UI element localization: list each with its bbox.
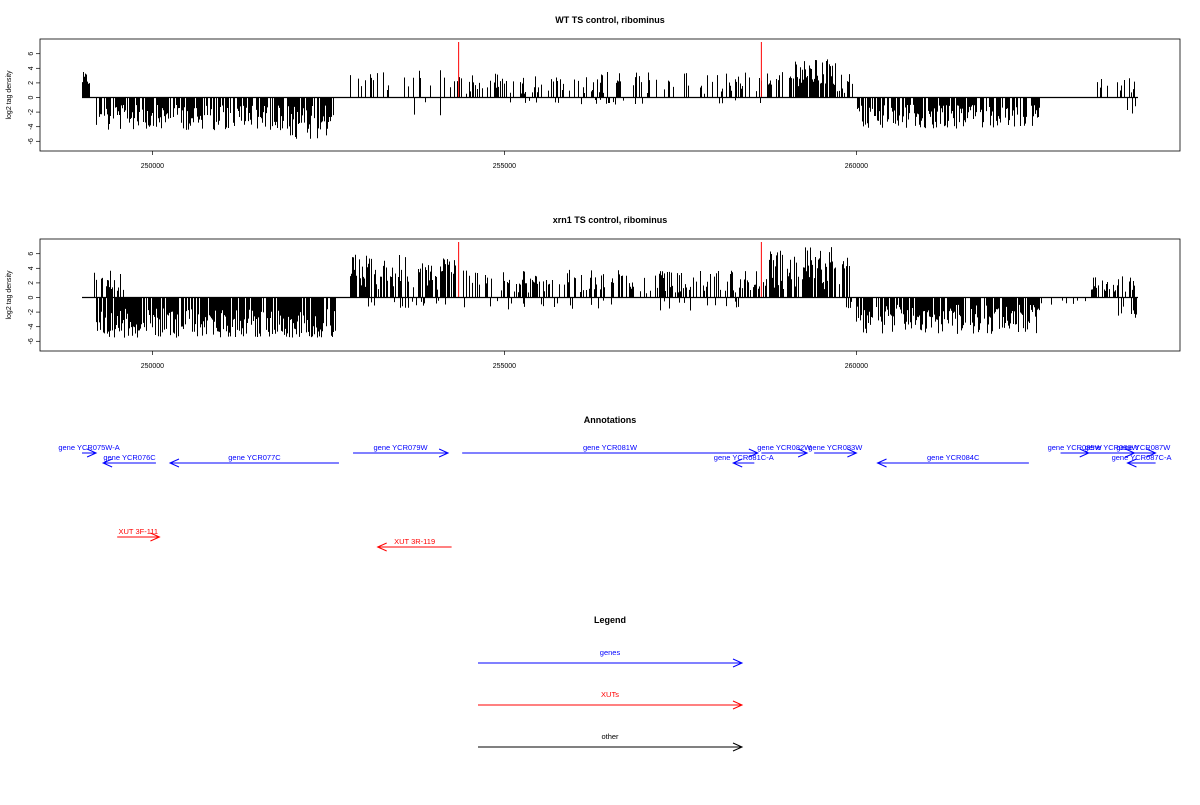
xrn1-track-panel: xrn1 TS control, ribominus log2 tag dens… <box>6 215 1181 370</box>
legend-label: genes <box>600 648 621 657</box>
wt-track-panel: WT TS control, ribominus log2 tag densit… <box>6 15 1181 170</box>
gene-arrow: gene YCR075W-A <box>58 443 120 458</box>
xut-features: XUT 3F-111 XUT 3R-119 <box>117 527 452 552</box>
xut-label: XUT 3F-111 <box>119 527 159 536</box>
xrn1-x-axis: 250000 255000 260000 <box>141 351 868 370</box>
wt-track-title: WT TS control, ribominus <box>555 15 665 25</box>
gene-label: gene YCR075W-A <box>58 443 119 452</box>
xrn1-marker-lines <box>458 242 762 298</box>
x-tick-label: 250000 <box>141 363 164 370</box>
gene-label: gene YCR083W <box>808 443 863 452</box>
annotations-title: Annotations <box>584 415 637 425</box>
y-tick-label: -6 <box>28 338 35 344</box>
xrn1-track-title: xrn1 TS control, ribominus <box>553 215 668 225</box>
gene-arrow: gene YCR083W <box>808 443 863 458</box>
wt-y-axis: -6 -4 -2 0 2 4 6 <box>28 52 40 144</box>
xut-arrow: XUT 3F-111 <box>117 527 161 542</box>
legend-item: XUTs <box>478 690 744 710</box>
legend-items: genes XUTs other <box>478 648 744 752</box>
y-tick-label: 2 <box>28 81 35 85</box>
gene-arrow: gene YCR087C-A <box>1112 453 1172 468</box>
wt-signal-bars <box>82 59 1136 139</box>
y-tick-label: 6 <box>28 252 35 256</box>
x-tick-label: 260000 <box>845 363 868 370</box>
y-tick-label: -2 <box>28 109 35 115</box>
wt-plot-frame <box>39 38 1181 152</box>
gene-arrow: gene YCR077C <box>168 453 339 468</box>
legend-label: other <box>601 732 619 741</box>
gene-label: gene YCR087W <box>1116 443 1171 452</box>
gene-arrow: gene YCR081C-A <box>714 453 774 468</box>
gene-arrow: gene YCR081W <box>462 443 760 458</box>
gene-label: gene YCR081C-A <box>714 453 774 462</box>
wt-marker-lines <box>458 42 762 98</box>
legend-label: XUTs <box>601 690 619 699</box>
gene-label: gene YCR087C-A <box>1112 453 1172 462</box>
gene-arrow: gene YCR079W <box>353 443 450 458</box>
x-tick-label: 250000 <box>141 163 164 170</box>
x-tick-label: 255000 <box>493 163 516 170</box>
gene-label: gene YCR081W <box>583 443 638 452</box>
gene-label: gene YCR085W <box>1048 443 1103 452</box>
gene-arrow: gene YCR084C <box>876 453 1029 468</box>
y-tick-label: -2 <box>28 309 35 315</box>
wt-x-axis: 250000 255000 260000 <box>141 151 868 170</box>
wt-track-ylabel: log2 tag density <box>6 70 13 120</box>
gene-arrow: gene YCR087W <box>1116 443 1171 458</box>
gene-label: gene YCR086W <box>1085 443 1140 452</box>
y-tick-label: 2 <box>28 281 35 285</box>
gene-arrow: gene YCR076C <box>101 453 156 468</box>
x-tick-label: 260000 <box>845 163 868 170</box>
gene-label: gene YCR079W <box>374 443 429 452</box>
x-tick-label: 255000 <box>493 363 516 370</box>
xrn1-y-axis: -6 -4 -2 0 2 4 6 <box>28 252 40 344</box>
y-tick-label: -4 <box>28 323 35 329</box>
legend: Legend genes XUTs other <box>478 615 744 752</box>
y-tick-label: 4 <box>28 266 35 270</box>
gene-arrow: gene YCR082W <box>757 443 812 458</box>
y-tick-label: 0 <box>28 295 35 299</box>
gene-label: gene YCR077C <box>228 453 281 462</box>
xrn1-track-ylabel: log2 tag density <box>6 270 13 320</box>
y-tick-label: -4 <box>28 123 35 129</box>
y-tick-label: 6 <box>28 52 35 56</box>
gene-label: gene YCR082W <box>757 443 812 452</box>
xrn1-signal-bars <box>94 247 1137 338</box>
y-tick-label: -6 <box>28 138 35 144</box>
legend-item: other <box>478 732 744 752</box>
y-tick-label: 0 <box>28 95 35 99</box>
xut-label: XUT 3R-119 <box>394 537 435 546</box>
y-tick-label: 4 <box>28 66 35 70</box>
xut-arrow: XUT 3R-119 <box>376 537 452 552</box>
gene-label: gene YCR076C <box>103 453 156 462</box>
legend-title: Legend <box>594 615 626 625</box>
gene-label: gene YCR084C <box>927 453 980 462</box>
legend-item: genes <box>478 648 744 668</box>
xrn1-plot-frame <box>39 238 1181 352</box>
